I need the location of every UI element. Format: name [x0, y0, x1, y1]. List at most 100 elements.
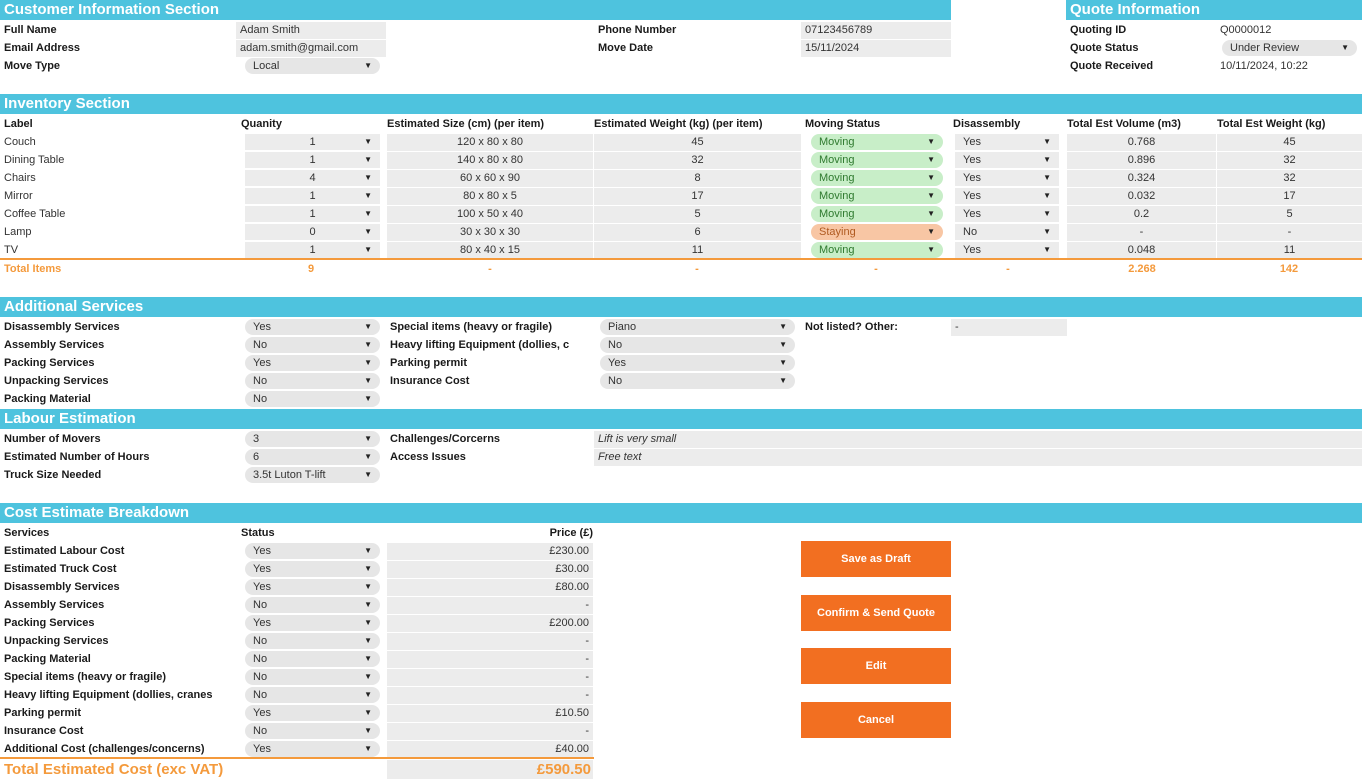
inventory-header-quantity: Quanity [241, 118, 282, 130]
email-field[interactable]: adam.smith@gmail.com [236, 40, 386, 57]
cost-status-dropdown-value: No [253, 653, 268, 665]
hours-label: Estimated Number of Hours [4, 451, 150, 463]
inventory-qty-dropdown[interactable]: 0 ▼ [245, 224, 380, 240]
truck-dropdown[interactable]: 3.5t Luton T-lift ▼ [245, 467, 380, 483]
service-dropdown[interactable]: No ▼ [245, 373, 380, 389]
cost-status-dropdown[interactable]: No ▼ [245, 723, 380, 739]
other-field[interactable]: - [951, 319, 1067, 336]
inventory-weight-cell[interactable]: 11 [594, 242, 801, 259]
inventory-weight-cell[interactable]: 8 [594, 170, 801, 187]
phone-field[interactable]: 07123456789 [801, 22, 951, 39]
inventory-status-dropdown[interactable]: Staying ▼ [811, 224, 943, 240]
move-type-value: Local [253, 60, 280, 72]
extra-service-dropdown[interactable]: Piano ▼ [600, 319, 795, 335]
inventory-qty-dropdown[interactable]: 4 ▼ [245, 170, 380, 186]
move-type-dropdown[interactable]: Local ▼ [245, 58, 380, 74]
hours-value: 6 [253, 451, 260, 463]
cost-status-dropdown[interactable]: Yes ▼ [245, 561, 380, 577]
service-dropdown[interactable]: No ▼ [245, 337, 380, 353]
challenges-field[interactable]: Lift is very small [594, 431, 1362, 448]
inventory-qty-dropdown[interactable]: 1 ▼ [245, 152, 380, 168]
inventory-weight-cell[interactable]: 45 [594, 134, 801, 151]
service-dropdown[interactable]: Yes ▼ [245, 319, 380, 335]
inventory-item-label: Couch [4, 136, 36, 148]
inventory-qty-dropdown[interactable]: 1 ▼ [245, 134, 380, 150]
cost-status-dropdown[interactable]: No ▼ [245, 669, 380, 685]
inventory-status-dropdown[interactable]: Moving ▼ [811, 206, 943, 222]
inventory-size-cell[interactable]: 80 x 80 x 5 [387, 188, 593, 205]
cost-status-dropdown[interactable]: Yes ▼ [245, 705, 380, 721]
chevron-down-icon: ▼ [1043, 245, 1051, 254]
service-dropdown-value: No [253, 339, 268, 351]
service-dropdown[interactable]: No ▼ [245, 391, 380, 407]
inventory-size-cell[interactable]: 80 x 40 x 15 [387, 242, 593, 259]
inventory-disassembly-dropdown[interactable]: Yes ▼ [955, 206, 1059, 222]
inventory-disassembly-dropdown-value: Yes [963, 190, 981, 202]
cost-status-dropdown[interactable]: Yes ▼ [245, 579, 380, 595]
inventory-size-cell[interactable]: 100 x 50 x 40 [387, 206, 593, 223]
inventory-weight-cell[interactable]: 6 [594, 224, 801, 241]
extra-service-dropdown[interactable]: Yes ▼ [600, 355, 795, 371]
inventory-status-dropdown[interactable]: Moving ▼ [811, 152, 943, 168]
inventory-status-dropdown[interactable]: Moving ▼ [811, 170, 943, 186]
inventory-disassembly-dropdown[interactable]: Yes ▼ [955, 242, 1059, 258]
cost-status-dropdown[interactable]: No ▼ [245, 597, 380, 613]
chevron-down-icon: ▼ [364, 358, 372, 367]
cost-status-dropdown[interactable]: No ▼ [245, 651, 380, 667]
inventory-disassembly-dropdown[interactable]: Yes ▼ [955, 170, 1059, 186]
cost-total-value: £590.50 [387, 760, 593, 779]
access-field[interactable]: Free text [594, 449, 1362, 466]
inventory-status-dropdown-value: Staying [819, 226, 856, 238]
inventory-disassembly-dropdown[interactable]: Yes ▼ [955, 134, 1059, 150]
cost-service-label: Unpacking Services [4, 635, 109, 647]
cost-status-header: Status [241, 527, 275, 539]
inventory-qty-dropdown[interactable]: 1 ▼ [245, 242, 380, 258]
inventory-weight-cell[interactable]: 17 [594, 188, 801, 205]
inventory-status-dropdown[interactable]: Moving ▼ [811, 134, 943, 150]
inventory-total-weight-cell: - [1217, 224, 1362, 241]
inventory-disassembly-dropdown[interactable]: Yes ▼ [955, 188, 1059, 204]
labour-section-header: Labour Estimation [0, 409, 1362, 429]
inventory-disassembly-dropdown[interactable]: Yes ▼ [955, 152, 1059, 168]
chevron-down-icon: ▼ [927, 137, 935, 146]
hours-dropdown[interactable]: 6 ▼ [245, 449, 380, 465]
extra-service-dropdown[interactable]: No ▼ [600, 373, 795, 389]
inventory-weight-cell[interactable]: 32 [594, 152, 801, 169]
inventory-qty-dropdown[interactable]: 1 ▼ [245, 188, 380, 204]
challenges-label: Challenges/Corcerns [390, 433, 501, 445]
service-dropdown[interactable]: Yes ▼ [245, 355, 380, 371]
cancel-button[interactable]: Cancel [801, 702, 951, 738]
chevron-down-icon: ▼ [364, 209, 372, 218]
cost-status-dropdown-value: Yes [253, 707, 271, 719]
inventory-size-cell[interactable]: 60 x 60 x 90 [387, 170, 593, 187]
quote-status-dropdown[interactable]: Under Review ▼ [1222, 40, 1357, 56]
full-name-field[interactable]: Adam Smith [236, 22, 386, 39]
cost-price-cell: £40.00 [387, 741, 593, 758]
inventory-size-cell[interactable]: 120 x 80 x 80 [387, 134, 593, 151]
move-date-field[interactable]: 15/11/2024 [801, 40, 951, 57]
inventory-status-dropdown[interactable]: Moving ▼ [811, 188, 943, 204]
inventory-total-total-weight: 142 [1279, 263, 1299, 275]
chevron-down-icon: ▼ [927, 227, 935, 236]
cost-status-dropdown[interactable]: No ▼ [245, 687, 380, 703]
cost-service-label: Estimated Truck Cost [4, 563, 117, 575]
inventory-size-cell[interactable]: 140 x 80 x 80 [387, 152, 593, 169]
confirm-send-quote-button[interactable]: Confirm & Send Quote [801, 595, 951, 631]
inventory-status-dropdown-value: Moving [819, 244, 855, 256]
extra-service-dropdown[interactable]: No ▼ [600, 337, 795, 353]
cost-status-dropdown[interactable]: No ▼ [245, 633, 380, 649]
cost-status-dropdown[interactable]: Yes ▼ [245, 741, 380, 757]
movers-dropdown[interactable]: 3 ▼ [245, 431, 380, 447]
cost-total-label: Total Estimated Cost (exc VAT) [4, 761, 224, 778]
cost-status-dropdown[interactable]: Yes ▼ [245, 615, 380, 631]
inventory-qty-dropdown[interactable]: 1 ▼ [245, 206, 380, 222]
inventory-size-cell[interactable]: 30 x 30 x 30 [387, 224, 593, 241]
save-draft-button[interactable]: Save as Draft [801, 541, 951, 577]
chevron-down-icon: ▼ [364, 654, 372, 663]
inventory-disassembly-dropdown[interactable]: No ▼ [955, 224, 1059, 240]
inventory-status-dropdown[interactable]: Moving ▼ [811, 242, 943, 258]
inventory-weight-cell[interactable]: 5 [594, 206, 801, 223]
chevron-down-icon: ▼ [364, 376, 372, 385]
cost-status-dropdown[interactable]: Yes ▼ [245, 543, 380, 559]
edit-button[interactable]: Edit [801, 648, 951, 684]
